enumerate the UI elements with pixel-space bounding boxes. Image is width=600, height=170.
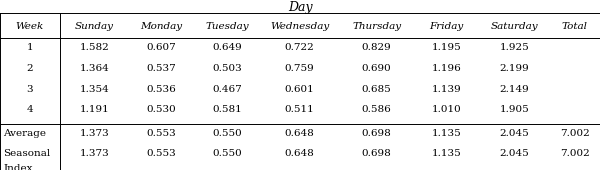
- Text: Index: Index: [3, 164, 32, 170]
- Text: 0.550: 0.550: [212, 149, 242, 157]
- Text: 1.364: 1.364: [79, 64, 109, 73]
- Text: 0.685: 0.685: [362, 85, 392, 94]
- Text: 1.010: 1.010: [432, 106, 461, 114]
- Text: 1.135: 1.135: [432, 149, 461, 157]
- Text: 0.648: 0.648: [285, 149, 314, 157]
- Text: 1.191: 1.191: [79, 106, 109, 114]
- Text: 2.149: 2.149: [499, 85, 529, 94]
- Text: 4: 4: [26, 106, 33, 114]
- Text: 1.905: 1.905: [499, 106, 529, 114]
- Text: Monday: Monday: [140, 22, 182, 31]
- Text: 1.925: 1.925: [499, 43, 529, 52]
- Text: Friday: Friday: [430, 22, 464, 31]
- Text: 2.045: 2.045: [499, 129, 529, 138]
- Text: 2.045: 2.045: [499, 149, 529, 157]
- Text: 0.511: 0.511: [285, 106, 314, 114]
- Text: Average: Average: [3, 129, 46, 138]
- Text: 7.002: 7.002: [560, 129, 590, 138]
- Text: 2: 2: [26, 64, 33, 73]
- Text: 0.607: 0.607: [146, 43, 176, 52]
- Text: Week: Week: [16, 22, 44, 31]
- Text: Total: Total: [562, 22, 587, 31]
- Text: 0.503: 0.503: [212, 64, 242, 73]
- Text: 1.195: 1.195: [432, 43, 461, 52]
- Text: 0.537: 0.537: [146, 64, 176, 73]
- Text: 1.139: 1.139: [432, 85, 461, 94]
- Text: 0.550: 0.550: [212, 129, 242, 138]
- Text: 0.690: 0.690: [362, 64, 392, 73]
- Text: 0.649: 0.649: [212, 43, 242, 52]
- Text: Day: Day: [287, 1, 313, 14]
- Text: Sunday: Sunday: [75, 22, 114, 31]
- Text: Seasonal: Seasonal: [3, 149, 50, 157]
- Text: 1.582: 1.582: [79, 43, 109, 52]
- Text: 0.581: 0.581: [212, 106, 242, 114]
- Text: 0.530: 0.530: [146, 106, 176, 114]
- Text: Thursday: Thursday: [352, 22, 401, 31]
- Text: 1.373: 1.373: [79, 149, 109, 157]
- Text: Wednesday: Wednesday: [270, 22, 329, 31]
- Text: 0.722: 0.722: [285, 43, 314, 52]
- Text: 0.648: 0.648: [285, 129, 314, 138]
- Text: 0.553: 0.553: [146, 149, 176, 157]
- Text: 7.002: 7.002: [560, 149, 590, 157]
- Text: 1.354: 1.354: [79, 85, 109, 94]
- Text: 0.553: 0.553: [146, 129, 176, 138]
- Text: Tuesday: Tuesday: [205, 22, 248, 31]
- Text: 0.586: 0.586: [362, 106, 392, 114]
- Text: 1.196: 1.196: [432, 64, 461, 73]
- Text: 0.698: 0.698: [362, 149, 392, 157]
- Text: 1.373: 1.373: [79, 129, 109, 138]
- Text: 2.199: 2.199: [499, 64, 529, 73]
- Text: 0.467: 0.467: [212, 85, 242, 94]
- Text: 0.601: 0.601: [285, 85, 314, 94]
- Text: 3: 3: [26, 85, 33, 94]
- Text: Saturday: Saturday: [490, 22, 538, 31]
- Text: 0.698: 0.698: [362, 129, 392, 138]
- Text: 0.759: 0.759: [285, 64, 314, 73]
- Text: 1: 1: [26, 43, 33, 52]
- Text: 0.536: 0.536: [146, 85, 176, 94]
- Text: 1.135: 1.135: [432, 129, 461, 138]
- Text: 0.829: 0.829: [362, 43, 392, 52]
